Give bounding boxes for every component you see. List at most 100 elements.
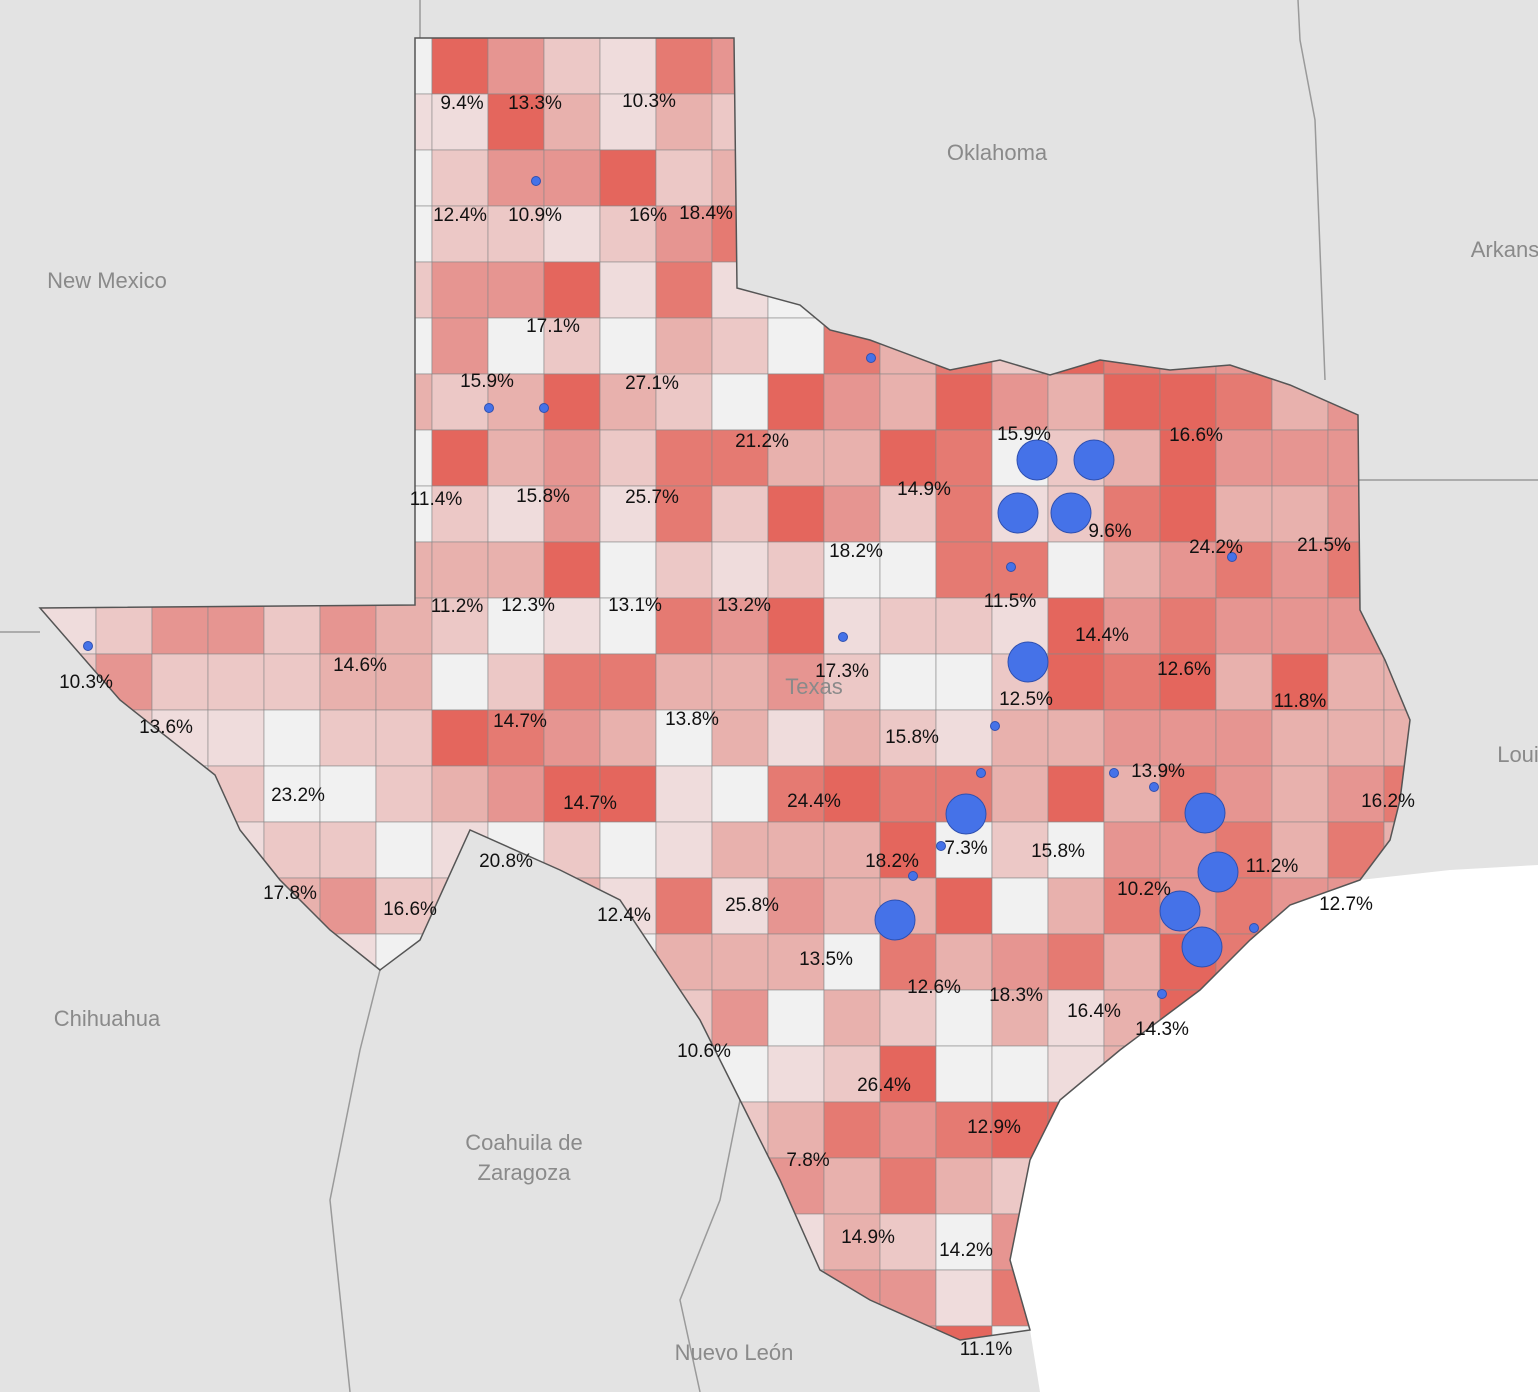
county [1271, 709, 1329, 767]
city-bubble [1184, 792, 1226, 834]
county-label: 16.6% [383, 899, 437, 920]
place-name: Loui [1497, 742, 1538, 767]
city-dot [936, 841, 946, 851]
county [207, 429, 265, 487]
county [151, 653, 209, 711]
city-dot [531, 176, 541, 186]
county [1271, 93, 1329, 151]
county [711, 1157, 769, 1215]
county-label: 15.8% [885, 727, 939, 748]
county [655, 821, 713, 879]
county [599, 709, 657, 767]
county [487, 373, 545, 431]
county [40, 933, 97, 991]
county [319, 93, 377, 151]
county [823, 933, 881, 991]
county [151, 205, 209, 263]
county [879, 317, 937, 375]
county [823, 765, 881, 823]
county [1271, 38, 1329, 95]
county [1215, 485, 1273, 543]
county-label: 15.9% [997, 424, 1051, 445]
county-label: 13.5% [799, 949, 853, 970]
county [263, 933, 321, 991]
county [1103, 261, 1161, 319]
county [655, 877, 713, 935]
county [599, 1045, 657, 1103]
county [319, 429, 377, 487]
county [1047, 765, 1105, 823]
county [543, 373, 601, 431]
place-name: Nuevo León [675, 1340, 794, 1365]
county [95, 1325, 153, 1340]
county [431, 709, 489, 767]
county [1383, 317, 1410, 375]
county [879, 933, 937, 991]
county [935, 1157, 993, 1215]
county [40, 1269, 97, 1327]
county [767, 373, 825, 431]
city-dot [1109, 768, 1119, 778]
county [95, 149, 153, 207]
county [879, 149, 937, 207]
county [879, 93, 937, 151]
county [1271, 821, 1329, 879]
county [1271, 541, 1329, 599]
county [375, 317, 433, 375]
county [151, 1269, 209, 1327]
county [487, 93, 545, 151]
county [1047, 373, 1105, 431]
county [40, 205, 97, 263]
county [40, 1325, 97, 1340]
county [767, 709, 825, 767]
county-label: 13.6% [139, 717, 193, 738]
county [599, 989, 657, 1047]
county [879, 1157, 937, 1215]
county [1215, 261, 1273, 319]
place-name: Texas [785, 674, 842, 699]
county [1215, 373, 1273, 431]
county [711, 429, 769, 487]
county [1103, 373, 1161, 431]
county [935, 317, 993, 375]
county [95, 429, 153, 487]
county [95, 933, 153, 991]
county [207, 261, 265, 319]
county-label: 12.6% [1157, 659, 1211, 680]
county [207, 205, 265, 263]
county [879, 989, 937, 1047]
county [40, 317, 97, 375]
county [431, 149, 489, 207]
county [1215, 205, 1273, 263]
county [879, 38, 937, 95]
county [319, 597, 377, 655]
gulf [1010, 865, 1538, 1392]
county [711, 373, 769, 431]
county [935, 38, 993, 95]
city-bubble [1016, 439, 1058, 481]
county [1327, 205, 1385, 263]
county [319, 765, 377, 823]
county [1047, 317, 1105, 375]
county [823, 1157, 881, 1215]
county-label: 17.8% [263, 883, 317, 904]
county-label: 9.4% [440, 93, 483, 114]
city-dot [990, 721, 1000, 731]
county [823, 1269, 881, 1327]
county [1327, 38, 1385, 95]
county-label: 25.7% [625, 487, 679, 508]
county [1159, 597, 1217, 655]
county [655, 597, 713, 655]
place-name: Zaragoza [478, 1160, 572, 1185]
county-label: 11.5% [984, 591, 1037, 612]
county [1047, 149, 1105, 207]
county [935, 1269, 993, 1327]
county [767, 821, 825, 879]
county [1327, 373, 1385, 431]
city-dot [908, 871, 918, 881]
county [263, 149, 321, 207]
county [431, 38, 489, 95]
city-bubble [1159, 890, 1201, 932]
county [151, 429, 209, 487]
county [40, 373, 97, 431]
